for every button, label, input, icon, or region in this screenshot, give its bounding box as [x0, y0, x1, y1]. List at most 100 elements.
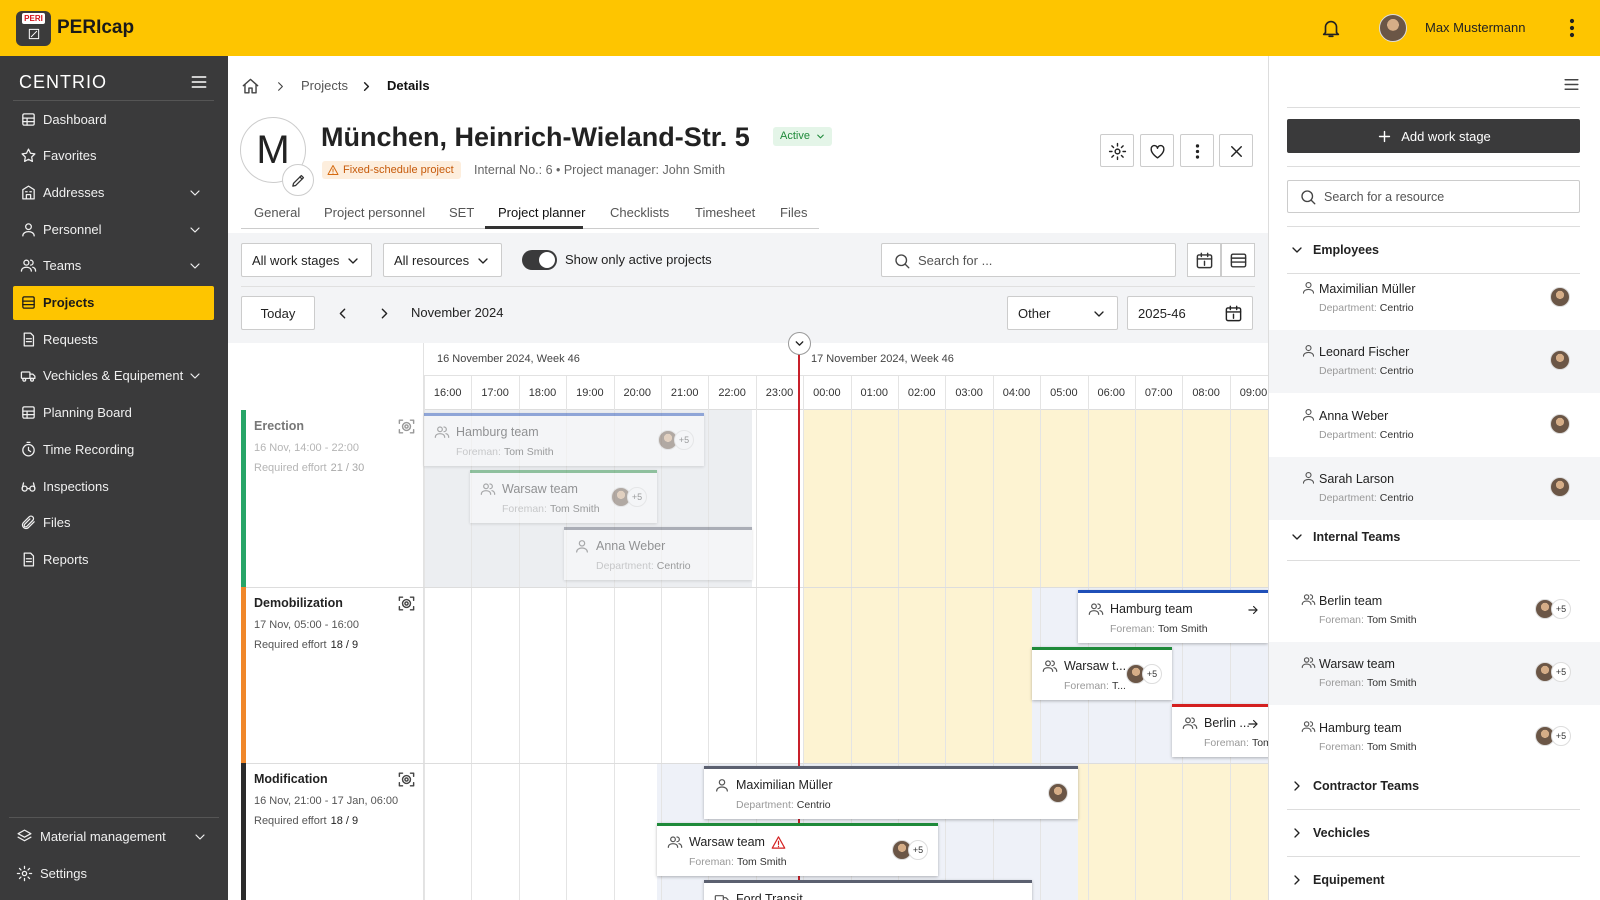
assignment-card[interactable]: Warsaw team Foreman: Tom Smith +5 — [657, 823, 938, 876]
assignment-card[interactable]: Anna Weber Department: Centrio — [564, 527, 752, 580]
nav-item[interactable]: Inspections — [13, 470, 214, 504]
tab[interactable]: Project personnel — [324, 205, 426, 220]
tab[interactable]: Timesheet — [695, 205, 756, 220]
nav-item[interactable]: Material management — [9, 820, 219, 854]
assignment-card[interactable]: Berlin ... Foreman:Tom Smith — [1172, 704, 1268, 757]
nav-item[interactable]: Files — [13, 506, 214, 540]
nav-item[interactable]: Projects — [13, 286, 214, 320]
hour-label: 05:00 — [1050, 387, 1078, 399]
badge: +5 — [627, 487, 647, 507]
hour-label: 23:00 — [765, 387, 794, 399]
top-bar — [0, 0, 1600, 56]
work-stage-filter[interactable]: All work stages — [241, 243, 372, 277]
nav-item[interactable]: Vechicles & Equipement — [13, 359, 214, 393]
hour-gridline — [850, 376, 852, 900]
planner-search[interactable]: Search for ... — [881, 243, 1176, 277]
card-title: Hamburg team — [456, 425, 539, 439]
nav-item[interactable]: Personnel — [13, 213, 214, 247]
card-arrow — [1248, 719, 1258, 729]
search-placeholder: Search for a resource — [1324, 190, 1445, 204]
resource-item[interactable]: Berlin team Foreman: Tom Smith +5 — [1269, 579, 1600, 642]
resource-filter-text: All resources — [394, 253, 470, 268]
card-subtitle-label: Foreman: — [502, 503, 547, 515]
stage-color — [241, 410, 246, 587]
nav-item[interactable]: Dashboard — [13, 103, 214, 137]
project-title: München, Heinrich-Wieland-Str. 5 — [321, 122, 750, 152]
resource-item[interactable]: Sarah Larson Department: Centrio — [1269, 456, 1600, 520]
week-icon — [1225, 305, 1242, 322]
nav-item[interactable]: Teams — [13, 249, 214, 283]
add-work-stage[interactable]: Add work stage — [1287, 119, 1580, 153]
nav-item[interactable]: Planning Board — [13, 396, 214, 430]
today-button[interactable]: Today — [241, 296, 315, 330]
card-title-row: Hamburg team — [456, 423, 539, 441]
assignment-card[interactable]: Hamburg team Foreman: Tom Smith — [1078, 590, 1268, 643]
hour-label: 04:00 — [1002, 387, 1031, 399]
view-button[interactable] — [1221, 243, 1255, 277]
resource-item[interactable]: Anna Weber Department: Centrio — [1269, 394, 1600, 457]
avatar — [658, 430, 678, 450]
nav-item[interactable]: Settings — [9, 857, 219, 891]
resource-item[interactable]: Warsaw team Foreman: Tom Smith +5 — [1269, 642, 1600, 706]
resource-filter[interactable]: All resources — [383, 243, 502, 277]
nav-item[interactable]: Addresses — [13, 176, 214, 210]
assignment-card[interactable]: Ford Transit — [704, 880, 1032, 900]
time-shade — [424, 410, 752, 587]
action-button[interactable] — [1179, 134, 1214, 167]
nav-expand — [190, 190, 200, 196]
action-button[interactable] — [1139, 134, 1174, 167]
assignment-card[interactable]: Maximilian Müller Department: Centrio — [704, 766, 1078, 819]
search-icon — [895, 254, 910, 269]
nav-item[interactable]: Time Recording — [13, 433, 214, 467]
resource-item[interactable]: Hamburg team Foreman: Tom Smith +5 — [1269, 706, 1600, 769]
resource-item[interactable]: Maximilian Müller Department: Centrio — [1269, 267, 1600, 330]
card-icon — [1042, 660, 1058, 672]
group-title[interactable]: Equipement — [1313, 873, 1385, 887]
tab[interactable]: Files — [780, 205, 808, 220]
stage-dates: 16 Nov, 14:00 - 22:00 — [254, 442, 359, 454]
stage-effort: Required effort 21 / 30 — [254, 460, 364, 476]
assignment-card[interactable]: Hamburg team Foreman: Tom Smith +5 — [424, 413, 704, 466]
action-button[interactable] — [1100, 134, 1134, 167]
nav-expand — [190, 373, 200, 379]
tab[interactable]: Checklists — [610, 205, 670, 220]
view-button[interactable] — [1187, 243, 1221, 277]
group-title[interactable]: Internal Teams — [1313, 530, 1401, 544]
resource-search[interactable]: Search for a resource — [1287, 180, 1580, 213]
nav-label: Settings — [40, 865, 87, 881]
group-title[interactable]: Contractor Teams — [1313, 779, 1420, 793]
resource-name: Maximilian Müller — [1319, 282, 1416, 296]
collapse-button[interactable] — [788, 332, 811, 355]
active-toggle[interactable] — [522, 250, 557, 270]
card-icon — [716, 779, 728, 792]
resource-name: Sarah Larson — [1319, 471, 1395, 486]
nav-item[interactable]: Requests — [13, 323, 214, 357]
tab[interactable]: General — [254, 205, 301, 220]
home — [242, 78, 259, 94]
nav-item[interactable]: Reports — [13, 543, 214, 577]
nav-item[interactable]: Favorites — [13, 139, 214, 173]
panel-divider — [1287, 107, 1580, 108]
week-select[interactable]: 2025-46 — [1127, 296, 1253, 330]
stage-dates: 16 Nov, 21:00 - 17 Jan, 06:00 — [254, 795, 399, 807]
view-select[interactable]: Other — [1007, 296, 1118, 330]
sidebar-divider — [13, 100, 214, 101]
hour-gridline — [566, 376, 568, 900]
edit-avatar[interactable] — [282, 164, 314, 196]
group-title[interactable]: Vechicles — [1313, 826, 1370, 840]
group-title[interactable]: Employees — [1313, 243, 1380, 257]
assignment-card[interactable]: Warsaw t... Foreman: T... +5 — [1032, 647, 1172, 700]
breadcrumb-item[interactable]: Projects — [301, 78, 348, 93]
action-button[interactable] — [1219, 134, 1254, 167]
status-badge[interactable]: Active — [773, 127, 832, 146]
stage-effort: Required effort 18 / 9 — [254, 637, 358, 653]
stage-name: Modification — [254, 772, 328, 786]
resource-label: Department: — [1319, 365, 1377, 378]
assignment-card[interactable]: Warsaw team Foreman: Tom Smith +5 — [470, 470, 657, 523]
tab[interactable]: SET — [449, 205, 475, 220]
tab[interactable]: Project planner — [498, 205, 586, 220]
hour-gridline — [1182, 376, 1184, 900]
avatar — [611, 487, 631, 507]
resource-item[interactable]: Leonard Fischer Department: Centrio — [1269, 330, 1600, 394]
